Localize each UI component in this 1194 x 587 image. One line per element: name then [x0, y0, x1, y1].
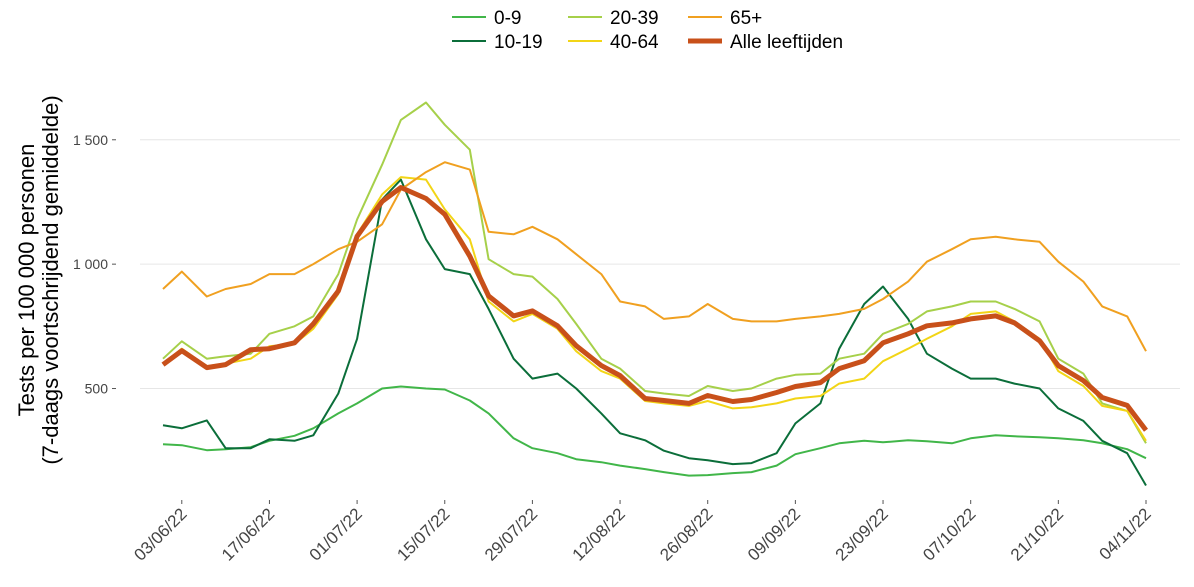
x-tick-label: 12/08/22 [569, 504, 629, 564]
x-tick-label: 15/07/22 [393, 504, 453, 564]
legend-item: Alle leeftijden [688, 32, 843, 53]
legend-label: 40-64 [610, 32, 659, 53]
legend-label: 10-19 [494, 32, 543, 53]
legend-item: 20-39 [568, 8, 659, 29]
legend-label: 20-39 [610, 8, 659, 29]
legend-label: 65+ [730, 8, 762, 29]
legend-item: 0-9 [452, 8, 521, 29]
x-tick-label: 21/10/22 [1007, 504, 1067, 564]
y-axis-label-line: Tests per 100 000 personen [14, 144, 39, 417]
x-tick-label: 04/11/22 [1095, 504, 1154, 563]
series-line [161, 185, 1148, 432]
series-line [162, 385, 1147, 477]
x-tick-label: 07/10/22 [919, 504, 979, 564]
x-tick-label: 03/06/22 [130, 504, 190, 564]
series-line [162, 161, 1147, 352]
y-axis-label: Tests per 100 000 personen (7-daags voor… [14, 95, 63, 464]
y-tick-label: 1 000 [73, 256, 108, 272]
x-tick-label: 23/09/22 [832, 504, 892, 564]
legend-item: 65+ [688, 8, 762, 29]
legend-item: 10-19 [452, 32, 543, 53]
x-tick-label: 29/07/22 [481, 504, 541, 564]
y-axis-label-line: (7-daags voortschrijdend gemiddelde) [38, 95, 63, 464]
y-tick-label: 1 500 [73, 132, 108, 148]
legend-label: 0-9 [494, 8, 521, 29]
x-tick-label: 01/07/22 [306, 504, 366, 564]
x-tick-label: 09/09/22 [744, 504, 804, 564]
series-line [162, 178, 1147, 487]
y-tick-label: 500 [85, 381, 109, 397]
x-tick-label: 26/08/22 [656, 504, 716, 564]
legend-label: Alle leeftijden [730, 32, 843, 53]
x-tick-label: 17/06/22 [218, 504, 278, 564]
legend-item: 40-64 [568, 32, 659, 53]
series-line [162, 101, 1147, 444]
